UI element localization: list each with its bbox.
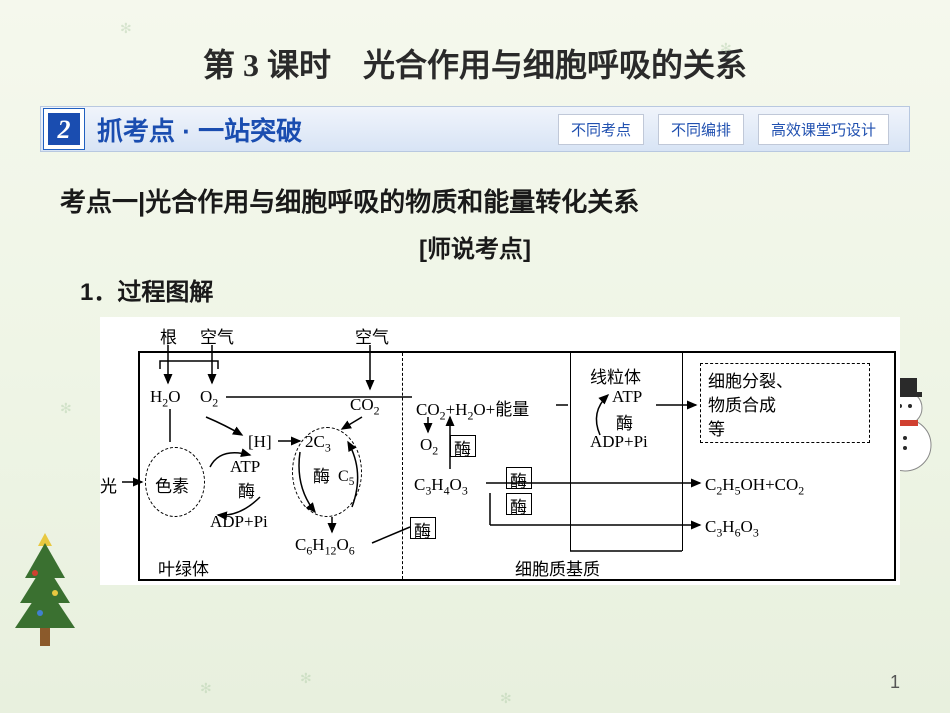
section-heading: 1．过程图解 — [80, 272, 950, 307]
section-banner: 2 抓考点 · 一站突破 不同考点 不同编排 高效课堂巧设计 — [40, 106, 910, 152]
page-number: 1 — [890, 672, 900, 693]
process-diagram: 根 空气 空气 光 H2O O2 [H] 色素 ATP 酶 ADP+Pi 叶绿体… — [100, 317, 900, 585]
teacher-note: [师说考点] — [0, 229, 950, 264]
page-title: 第 3 课时 光合作用与细胞呼吸的关系 — [0, 0, 950, 86]
subtitle: 考点一|光合作用与细胞呼吸的物质和能量转化关系 — [60, 182, 900, 219]
banner-main-text: 抓考点 · 一站突破 — [97, 111, 302, 148]
banner-number-icon: 2 — [43, 108, 85, 150]
tag-item: 高效课堂巧设计 — [758, 114, 889, 145]
svg-text:2: 2 — [57, 115, 71, 144]
tree-decoration — [10, 528, 80, 653]
tag-item: 不同编排 — [658, 114, 744, 145]
banner-tags: 不同考点 不同编排 高效课堂巧设计 — [558, 114, 889, 145]
tag-item: 不同考点 — [558, 114, 644, 145]
